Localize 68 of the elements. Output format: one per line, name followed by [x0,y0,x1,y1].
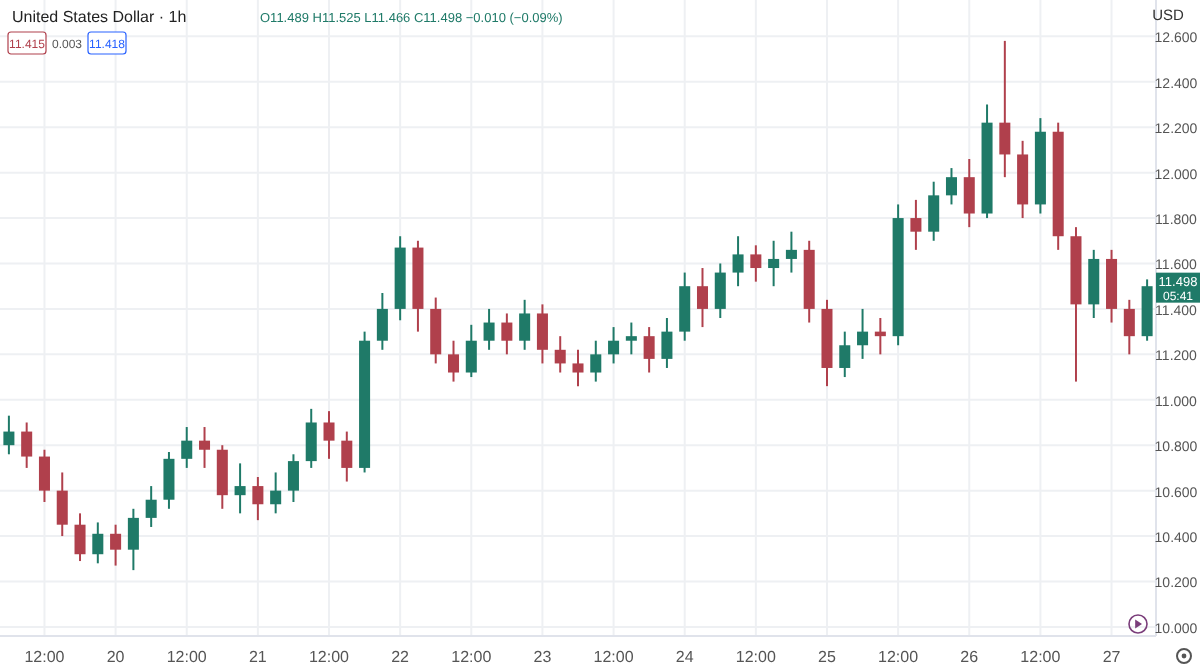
candlestick [1123,298,1135,356]
candlestick [785,230,797,274]
candlestick [625,321,637,356]
candlestick [56,471,68,538]
candlestick [839,330,851,379]
candlestick [447,339,460,383]
candlestick [910,198,922,251]
candlestick [341,430,353,483]
x-tick-label: 12:00 [166,648,208,666]
candlestick [74,512,86,563]
x-tick-label: 12:00 [451,648,493,666]
x-tick-label: 22 [391,648,411,666]
candlestick [501,312,513,356]
candlestick [21,421,33,469]
candlestick [732,235,744,288]
x-tick-label: 26 [960,648,980,666]
x-tick-label: 23 [533,648,553,666]
candlestick [287,453,299,503]
candlestick [465,323,477,379]
x-tick-label: 20 [106,648,126,666]
x-tick-label: 12:00 [1020,648,1062,666]
candlestick [323,410,335,460]
candlestick [536,303,548,365]
candlestick [181,426,193,469]
candlestick [38,448,50,503]
x-tick-label: 24 [675,648,695,666]
x-tick-label: 12:00 [878,648,920,666]
candlestick [199,426,211,469]
candlestick [945,167,957,206]
candlestick [608,326,620,365]
candlestick [234,462,246,515]
x-tick-label: 12:00 [735,648,777,666]
candlestick [590,339,602,383]
candlestick [768,239,780,288]
candlestick [430,296,442,365]
candlestick [714,262,726,319]
candlestick [679,271,691,342]
candlestick [305,407,317,469]
x-tick-label: 21 [248,648,268,666]
x-tick-label: 12:00 [24,648,66,666]
x-tick-label: 27 [1102,648,1122,666]
candlestick [145,485,157,528]
candlestick [127,507,139,572]
candlestick [857,307,869,360]
candlestick [216,444,228,510]
candlestick [1088,248,1100,319]
candlestick [661,317,673,369]
candlestick [750,244,762,283]
candlestick [963,158,975,229]
candlestick [554,335,566,374]
candlestick [928,180,940,242]
candlestick [999,39,1011,179]
candlestick [643,326,655,374]
candlestick [519,298,531,351]
candlestick [270,471,282,515]
candlestick [3,414,15,456]
x-tick-label: 12:00 [308,648,351,666]
candlestick [163,451,175,510]
candlestick [696,267,709,329]
x-tick-label: 12:00 [593,648,635,666]
candlestick [92,521,104,565]
candlestick [483,307,495,351]
candlestick [252,476,264,522]
candlestick [110,523,122,567]
candlestick [572,348,584,388]
candlestick [376,292,388,351]
x-tick-label: 25 [818,648,837,666]
text: United States Dollar · 1h [12,8,187,26]
